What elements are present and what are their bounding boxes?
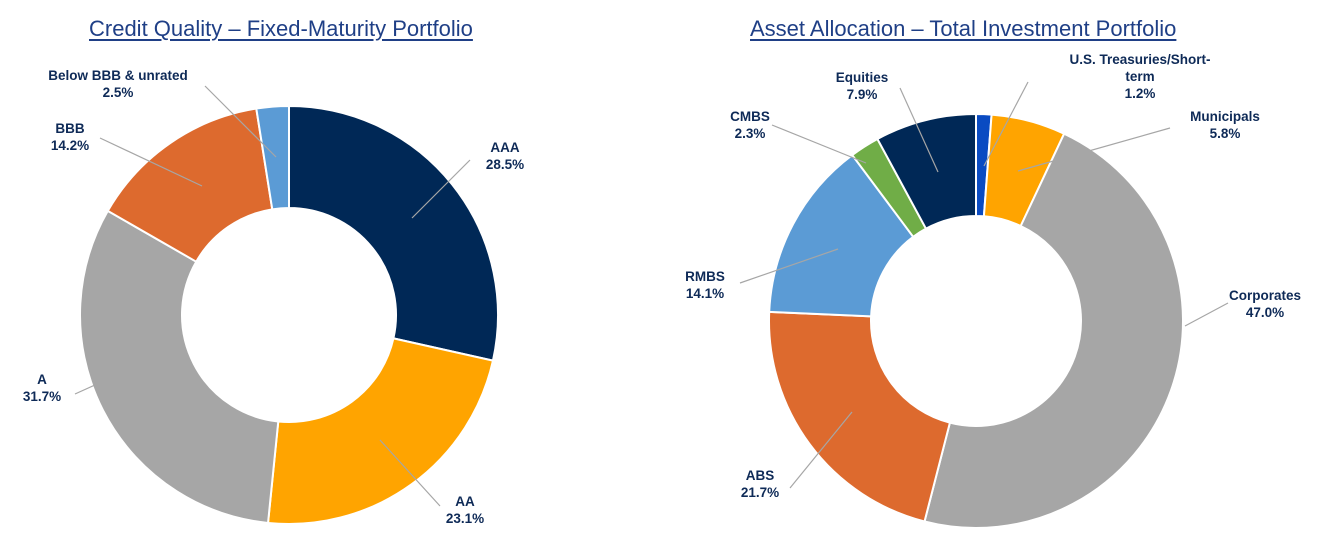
leader-line-2-2 bbox=[1017, 127, 1171, 172]
slice-aa bbox=[266, 337, 495, 525]
donut-chart-1 bbox=[79, 104, 499, 525]
label-cmbs: CMBS 2.3% bbox=[730, 109, 770, 141]
slice-aaa bbox=[288, 104, 499, 362]
leader-line-1-2 bbox=[379, 439, 441, 507]
leader-line-2-1 bbox=[983, 81, 1029, 167]
label-us-treasuries: U.S. Treasuries/Short-term 1.2% bbox=[1069, 52, 1211, 101]
slice-corporates bbox=[923, 132, 1184, 529]
slice-abs bbox=[768, 310, 952, 523]
label-below-bbb: Below BBB & unrated 2.5% bbox=[48, 68, 188, 100]
leader-line-1-4 bbox=[99, 137, 203, 187]
label-corporates: Corporates 47.0% bbox=[1228, 288, 1301, 320]
slice-equities bbox=[876, 112, 977, 231]
slice-rmbs bbox=[768, 153, 915, 318]
slice-below-bbb-unrated bbox=[255, 104, 290, 211]
label-abs: ABS 21.7% bbox=[740, 468, 780, 500]
asset-allocation-title: Asset Allocation – Total Investment Port… bbox=[750, 16, 1177, 41]
label-municipals: Municipals 5.8% bbox=[1190, 109, 1260, 141]
label-aa: AA 23.1% bbox=[445, 494, 485, 526]
leader-line-1-1 bbox=[411, 159, 471, 219]
leader-line-1-3 bbox=[74, 379, 107, 395]
leader-line-2-6 bbox=[771, 124, 867, 164]
slice-a bbox=[79, 209, 280, 525]
label-aaa: AAA 28.5% bbox=[485, 140, 525, 172]
leader-line-1-5 bbox=[204, 85, 277, 158]
leader-line-2-4 bbox=[789, 411, 853, 489]
label-bbb: BBB 14.2% bbox=[50, 121, 90, 153]
leader-line-2-3 bbox=[1184, 302, 1229, 327]
leader-line-2-5 bbox=[739, 248, 839, 284]
leader-line-2-7 bbox=[899, 87, 939, 173]
label-equities: Equities 7.9% bbox=[835, 70, 889, 102]
label-rmbs: RMBS 14.1% bbox=[685, 269, 725, 301]
credit-quality-title: Credit Quality – Fixed-Maturity Portfoli… bbox=[89, 16, 473, 41]
label-a: A 31.7% bbox=[22, 372, 62, 404]
donut-chart-2 bbox=[768, 112, 1184, 529]
